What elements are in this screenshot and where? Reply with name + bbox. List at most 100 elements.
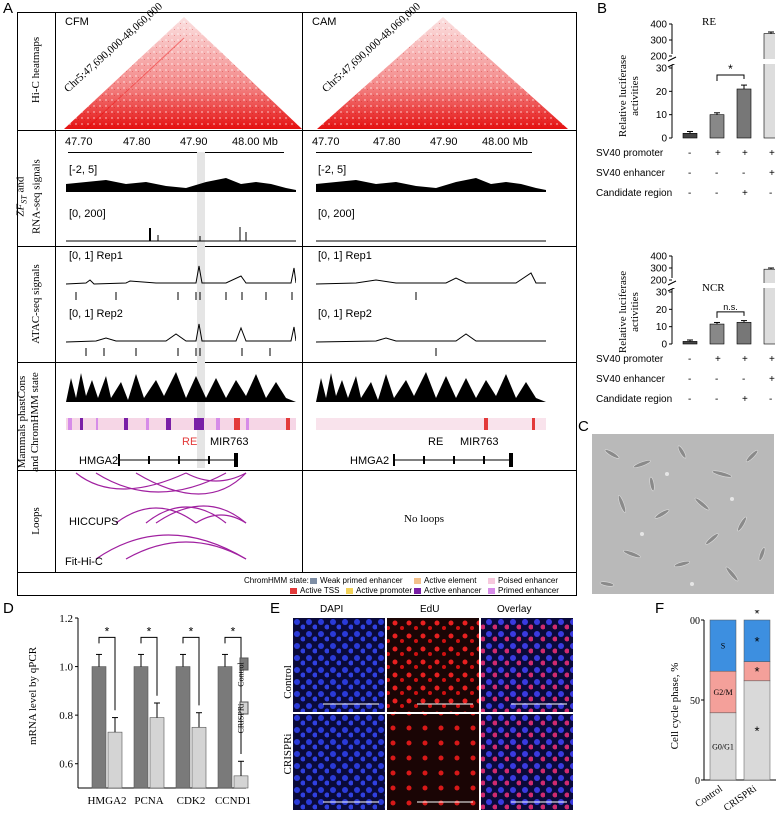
y-tick-label: 30 — [656, 64, 668, 75]
tick-left-4: 48.00 Mb — [232, 136, 278, 148]
legend-active-enhancer: Active enhancer — [414, 586, 481, 595]
bar — [191, 726, 207, 789]
dapi-control — [293, 618, 385, 712]
atac-rep2-cfm — [66, 323, 296, 356]
chart-qpcr-ylabel: mRNA level by qPCR — [27, 646, 39, 746]
legend-active-promoter: Active promoter — [346, 586, 412, 595]
sign-cell: + — [742, 394, 748, 405]
sign-cell: + — [715, 148, 721, 159]
atac-range-left-1: [0, 1] Rep1 — [69, 250, 123, 262]
axis-right — [316, 152, 532, 153]
y-tick-label: 100 — [690, 616, 700, 627]
sign-cell: - — [769, 188, 773, 199]
bar — [709, 114, 725, 139]
sig-bracket — [98, 636, 116, 711]
break-gap — [673, 283, 775, 288]
y-tick-label: 0 — [695, 776, 700, 787]
y-tick-label: 20 — [656, 305, 668, 316]
sign-cell: + — [769, 374, 775, 385]
sig-label: * — [231, 624, 236, 638]
sign-cell: - — [742, 168, 746, 179]
y-tick-label: 0 — [661, 340, 667, 349]
stack-segment — [743, 619, 771, 662]
sign-cell: + — [769, 168, 775, 179]
bar — [682, 133, 698, 139]
bar — [763, 33, 775, 139]
sign-cell: + — [715, 354, 721, 365]
y-tick-label: 300 — [650, 264, 667, 275]
sign-cell: - — [688, 148, 692, 159]
y-tick-label: 0.6 — [59, 759, 73, 771]
chart-cellcycle-ylabel: Cell cycle phase, % — [669, 662, 681, 750]
bar — [233, 775, 249, 789]
bar — [217, 666, 233, 789]
sign-cell: - — [688, 394, 692, 405]
segment-label: G2/M — [713, 688, 732, 697]
title-cfm: CFM — [65, 16, 89, 28]
re-label-right: RE — [428, 436, 444, 448]
atac-rep2-cam — [316, 333, 546, 356]
sign-cell: - — [715, 394, 719, 405]
chart-re-title: RE — [702, 16, 717, 28]
tick-right-4: 48.00 Mb — [482, 136, 528, 148]
legend-weak-primed: Weak primed enhancer — [310, 576, 403, 585]
bar — [133, 666, 149, 789]
tick-left-1: 47.70 — [65, 136, 93, 148]
panel-a-frame — [17, 12, 577, 596]
sign-cell: - — [742, 374, 746, 385]
chromhmm-cam — [316, 418, 546, 430]
sig-label: * — [754, 723, 759, 738]
sig-label: * — [147, 624, 152, 638]
segment-label: G0/G1 — [712, 742, 734, 751]
chromhmm-cfm — [66, 418, 296, 430]
edu-crispri — [387, 714, 479, 810]
title-cam: CAM — [312, 16, 337, 28]
tick-right-1: 47.70 — [312, 136, 340, 148]
y-tick-label: 200 — [650, 276, 667, 287]
rna-signal-cfm — [66, 227, 296, 242]
sig-bracket — [716, 74, 745, 81]
tick-left-2: 47.80 — [123, 136, 151, 148]
sign-cell: - — [688, 188, 692, 199]
panel-label-a: A — [3, 0, 14, 17]
sign-cell: - — [715, 168, 719, 179]
y-tick-label: 400 — [650, 20, 667, 31]
y-tick-label: 10 — [656, 322, 668, 333]
stack-segment — [743, 680, 771, 781]
sig-bracket — [224, 636, 242, 754]
x-tick-label: PCNA — [134, 795, 163, 807]
legend-poised: Poised enhancer — [488, 576, 558, 585]
atac-range-right-1: [0, 1] Rep1 — [318, 250, 372, 262]
edu-image-grid — [293, 618, 573, 810]
y-tick-label: 20 — [656, 87, 668, 98]
zf-signal-cfm — [66, 178, 296, 192]
bar — [175, 666, 191, 789]
gene-model-left — [118, 453, 238, 467]
atac-rep1-cam — [316, 272, 546, 300]
row-label-signals: ZFST and RNA-seq signals — [14, 159, 43, 235]
sig-label: * — [754, 634, 759, 649]
tick-right-2: 47.80 — [373, 136, 401, 148]
legend-control: Control — [236, 662, 246, 687]
bar — [736, 88, 752, 139]
edu-control — [387, 618, 479, 712]
chart-re-ylabel: Relative luciferase activities — [617, 54, 641, 138]
zf-range-left: [-2, 5] — [69, 164, 98, 176]
sig-label: * — [754, 610, 759, 621]
sign-cell: + — [742, 148, 748, 159]
y-tick-label: 50 — [690, 696, 700, 707]
col-edu: EdU — [420, 604, 440, 615]
no-loops-text: No loops — [404, 513, 445, 525]
chart-ncr-title: NCR — [702, 282, 725, 294]
sign-row-label: SV40 enhancer — [596, 168, 665, 179]
re-label-left: RE — [182, 436, 198, 448]
dapi-crispri — [293, 714, 385, 810]
panel-label-d: D — [3, 600, 14, 617]
chart-cellcycle: 0 50 100 G0/G1 G2/M S Control * * * CRISPRi * — [690, 610, 776, 814]
sign-cell: - — [688, 354, 692, 365]
atac-rep1-cfm — [66, 265, 296, 300]
panel-label-e: E — [270, 600, 281, 617]
sign-row-label: Candidate region — [596, 188, 673, 199]
sign-cell: - — [688, 374, 692, 385]
